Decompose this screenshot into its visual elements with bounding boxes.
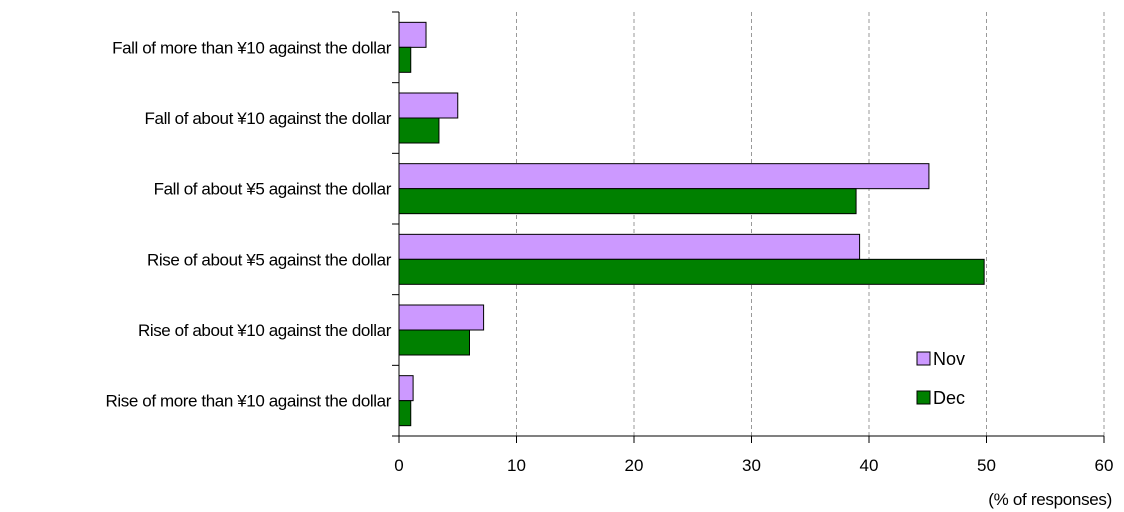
bar-nov-4 — [398, 304, 485, 331]
category-label-4: Rise of about ¥10 against the dollar — [138, 321, 392, 340]
x-tick-label-3: 30 — [742, 456, 761, 475]
legend-label-dec: Dec — [933, 388, 965, 408]
tick-labels: 0 10 20 30 40 50 60 — [394, 456, 1113, 475]
x-tick-label-6: 60 — [1095, 456, 1114, 475]
bar-nov-1 — [398, 92, 459, 119]
bar-nov-2 — [398, 163, 930, 190]
x-tick-label-2: 20 — [625, 456, 644, 475]
legend-label-nov: Nov — [933, 349, 965, 369]
bar-nov-3 — [398, 233, 861, 260]
legend-swatch-dec — [916, 390, 931, 405]
bar-nov-0 — [398, 21, 427, 48]
bar-dec-3 — [398, 258, 985, 285]
category-label-1: Fall of about ¥10 against the dollar — [145, 109, 392, 128]
bar-dec-1 — [398, 117, 440, 144]
category-label-2: Fall of about ¥5 against the dollar — [154, 180, 392, 199]
unit-label: (% of responses) — [988, 490, 1112, 509]
category-labels: Fall of more than ¥10 against the dollar… — [106, 38, 393, 411]
bar-dec-5 — [398, 400, 412, 427]
bar-dec-0 — [398, 46, 412, 73]
bars — [398, 21, 985, 427]
category-label-0: Fall of more than ¥10 against the dollar — [112, 38, 392, 57]
bar-dec-4 — [398, 329, 470, 356]
axes — [392, 11, 1105, 443]
legend: Nov Dec — [916, 349, 965, 408]
x-tick-label-1: 10 — [507, 456, 526, 475]
x-tick-label-0: 0 — [394, 456, 403, 475]
bar-nov-5 — [398, 375, 414, 402]
grid-lines — [516, 12, 1105, 436]
x-tick-label-4: 40 — [860, 456, 879, 475]
category-label-5: Rise of more than ¥10 against the dollar — [106, 392, 392, 411]
x-tick-label-5: 50 — [977, 456, 996, 475]
bar-dec-2 — [398, 188, 857, 215]
category-label-3: Rise of about ¥5 against the dollar — [147, 250, 392, 269]
legend-swatch-nov — [916, 351, 931, 366]
